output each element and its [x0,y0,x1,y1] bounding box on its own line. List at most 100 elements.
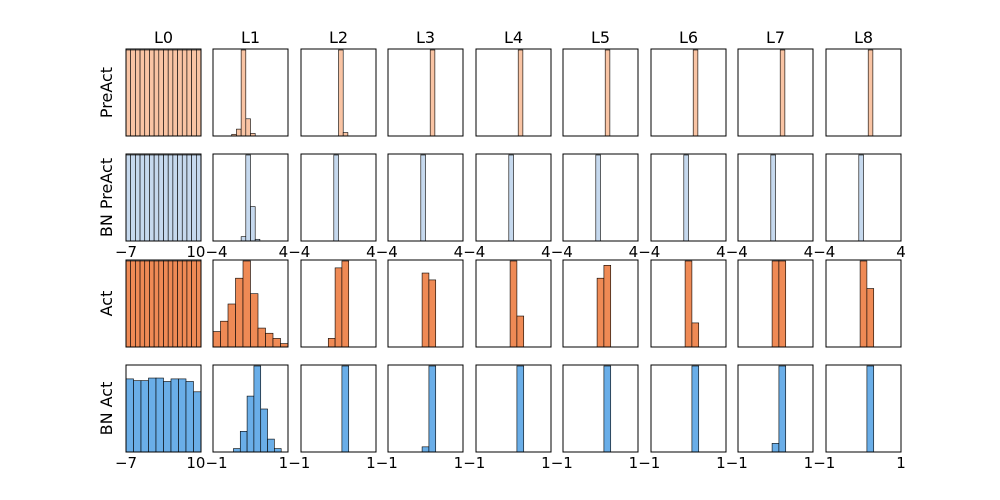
histogram-bar [603,264,612,348]
panel-frame [737,364,814,453]
panel-bn-act-l3 [387,364,464,453]
histogram-bar [144,49,150,137]
column-title-l4: L4 [504,28,523,47]
histogram-bar [172,154,178,242]
tick-label: 4−4 [716,243,748,261]
histogram-bar [338,49,344,137]
histogram-bar [240,236,247,242]
histogram-bar [149,49,155,137]
histogram-bar [257,327,266,348]
histogram-bar [130,260,136,348]
histogram-bar [186,154,192,242]
tick-label: −7 [115,243,137,261]
histogram-bar [163,154,169,242]
histogram-bar [245,154,251,242]
panel-preact-l1 [212,48,289,137]
histogram-bar [170,378,179,453]
histogram-bar [125,260,131,348]
histogram-bar [193,391,202,453]
histogram-bar [181,260,188,348]
histogram-bar [334,267,343,348]
column-title-l0: L0 [154,28,173,47]
histogram-bar [274,448,282,453]
histogram-bar [181,154,188,242]
panel-preact-l3 [387,48,464,137]
histogram-bar [155,377,164,453]
panel-act-l1 [212,259,289,348]
column-title-l8: L8 [854,28,873,47]
histogram-bar [341,260,350,348]
panel-bn-act-l5 [562,364,639,453]
panel-bn-preact-l7 [737,153,814,242]
panel-frame [387,259,464,348]
histogram-bar [167,260,174,348]
histogram-bar [603,365,612,453]
panel-preact-l7 [737,48,814,137]
tick-label: 4−4 [366,243,398,261]
panel-preact-l0 [125,48,202,137]
histogram-bar [125,378,134,453]
histogram-bar [125,154,131,242]
panel-bn-preact-l6 [650,153,727,242]
histogram-bar [135,260,141,348]
histogram-bar [246,395,255,453]
panel-frame [300,364,377,453]
histogram-bar [167,49,174,137]
histogram-bar [135,49,141,137]
panel-bn-act-l7 [737,364,814,453]
histogram-bar [508,154,514,242]
tick-label: 1−1 [541,454,573,472]
panel-frame [825,153,902,242]
histogram-bar [196,49,202,137]
panel-frame [562,153,639,242]
histogram-bar [867,49,874,137]
panel-bn-preact-l1 [212,153,289,242]
panel-frame [387,48,464,137]
histogram-bar [771,260,780,348]
panel-frame [387,153,464,242]
histogram-bar [163,260,169,348]
histogram-bar [240,49,247,137]
panel-preact-l2 [300,48,377,137]
histogram-bar [516,315,525,348]
histogram-bar [267,438,275,453]
histogram-bar [771,443,780,453]
histogram-bar [684,260,693,348]
panel-frame [300,153,377,242]
panel-bn-act-l4 [475,364,552,453]
tick-label: 1−1 [366,454,398,472]
histogram-bar [250,293,259,348]
row-label-preact: PreAct [97,67,116,118]
panel-act-l4 [475,259,552,348]
histogram-bar [516,365,525,453]
histogram-bar [260,408,268,453]
histogram-bar [778,260,787,348]
tick-label: 10−4 [186,243,227,261]
histogram-bar [144,154,150,242]
histogram-bar [163,49,169,137]
histogram-bar [177,260,183,348]
histogram-bar [130,154,136,242]
panel-act-l0 [125,259,202,348]
histogram-bar [177,154,183,242]
panel-bn-act-l8 [825,364,902,453]
panel-frame [475,259,552,348]
histogram-bar [191,49,197,137]
histogram-bar [327,338,336,348]
histogram-bar [178,378,187,453]
panel-frame [125,364,202,453]
histogram-bar [342,132,349,137]
tick-label: 1−1 [279,454,311,472]
tick-label: 1 [896,454,906,472]
panel-frame [825,364,902,453]
histogram-panels [125,48,902,453]
histogram-bar [428,365,437,453]
panel-bn-act-l1 [212,364,289,453]
panel-frame [650,48,727,137]
column-title-l2: L2 [329,28,348,47]
panel-bn-act-l6 [650,364,727,453]
histogram-bar [509,260,518,348]
histogram-bar [139,49,146,137]
panel-frame [737,259,814,348]
tick-label: 1−1 [716,454,748,472]
